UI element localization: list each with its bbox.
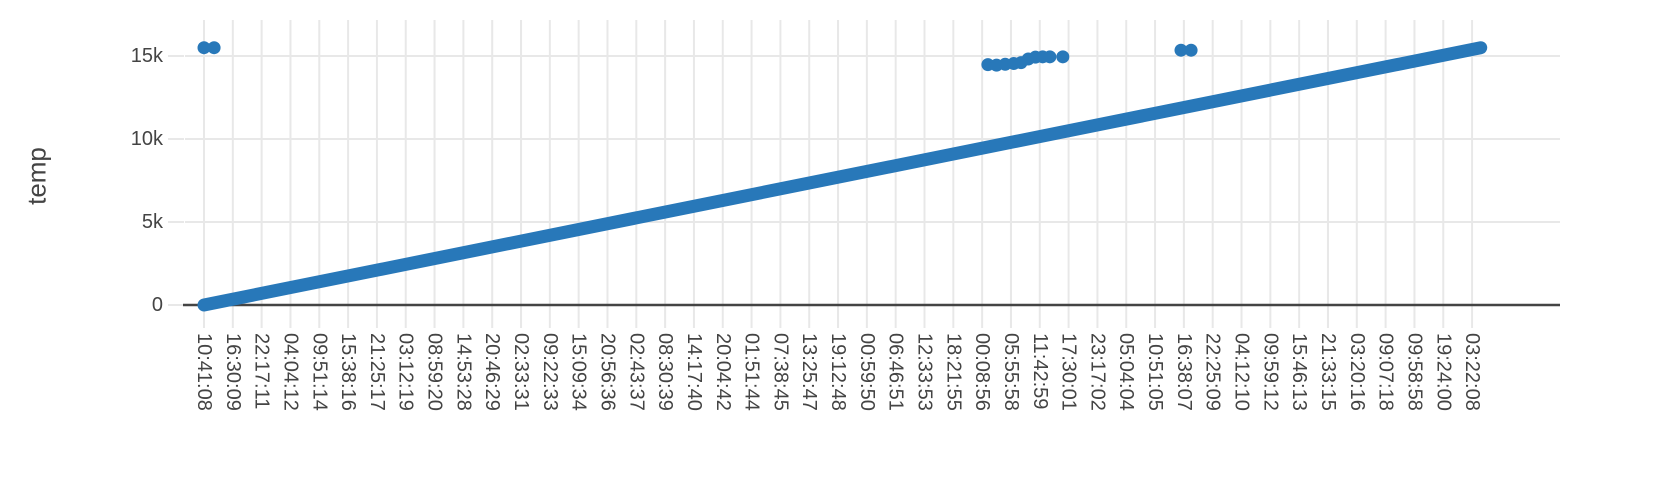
x-tick-label: 11:42:59 [1028,333,1051,410]
outlier-point [1043,50,1057,64]
x-tick-label: 17:30:01 [1057,333,1080,411]
x-tick-label: 13:25:47 [798,333,821,411]
x-tick-label: 22:17:11 [250,333,273,410]
x-tick-label: 03:12:19 [394,333,417,411]
x-tick-label: 16:30:09 [221,333,244,411]
outlier-point [1184,43,1198,57]
x-tick-label: 00:59:50 [855,333,878,411]
x-tick-label: 01:51:44 [740,333,763,411]
outlier-point [1056,50,1070,64]
x-tick-label: 02:33:31 [510,333,533,411]
outlier-point [197,41,211,55]
main-series-line [197,41,1488,312]
x-tick-label: 10:41:08 [193,333,215,411]
outlier-point [1174,43,1188,57]
x-tick-label: 05:04:04 [1115,333,1138,411]
x-tick-label: 02:43:37 [625,333,648,411]
x-tick-label: 15:09:34 [567,333,590,411]
x-tick-label: 03:20:16 [1345,333,1368,411]
x-tick-label: 08:30:39 [654,333,677,411]
x-tick-label: 09:58:58 [1403,333,1426,411]
x-tick-label: 04:04:12 [279,333,302,411]
x-tick-label: 19:24:00 [1432,333,1455,411]
x-tick-label: 15:46:13 [1288,333,1311,411]
x-tick-label: 22:25:09 [1201,333,1224,411]
x-tick-label: 00:08:56 [971,333,994,411]
x-tick-label: 20:56:36 [596,333,619,411]
x-tick-label: 15:38:16 [337,333,360,411]
x-tick-label: 10:51:05 [1144,333,1167,411]
x-tick-label: 20:46:29 [481,333,504,411]
x-tick-label: 14:17:40 [682,333,705,411]
y-tick-label: 0 [151,294,163,316]
y-tick-label: 10k [130,128,163,150]
x-tick-label: 05:55:58 [999,333,1022,411]
x-tick-label: 08:59:20 [423,333,446,411]
x-tick-label: 18:21:55 [942,333,965,411]
x-tick-label: 06:46:51 [884,333,907,411]
x-tick-label: 04:12:10 [1230,333,1253,411]
x-tick-label: 20:04:42 [711,333,734,411]
x-tick-label: 23:17:02 [1086,333,1109,411]
x-tick-label: 03:22:08 [1461,333,1484,411]
x-tick-label: 14:53:28 [452,333,475,411]
outlier-point [207,41,221,55]
y-tick-label: 5k [141,211,163,233]
y-tick-label: 15k [130,45,163,67]
x-tick-label: 09:22:33 [538,333,561,411]
x-tick-label: 19:12:48 [827,333,850,411]
x-tick-label: 09:51:14 [308,333,331,411]
x-tick-label: 21:25:17 [365,333,388,411]
x-tick-label: 21:33:15 [1316,333,1339,411]
x-tick-label: 16:38:07 [1172,333,1195,411]
x-tick-label: 12:33:53 [913,333,936,411]
x-tick-label: 07:38:45 [769,333,792,411]
x-tick-label: 09:07:18 [1374,333,1397,411]
x-tick-label: 09:59:12 [1259,333,1282,411]
